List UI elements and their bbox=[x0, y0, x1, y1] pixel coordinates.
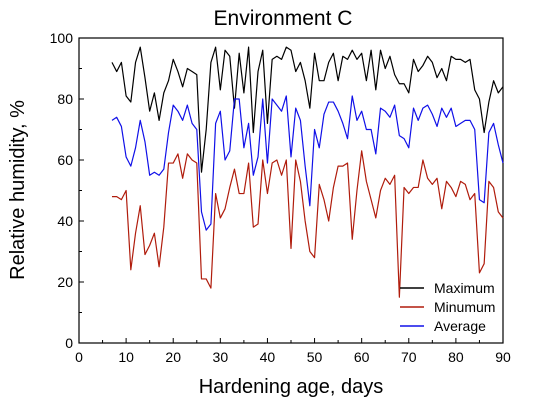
x-tick-label: 70 bbox=[401, 349, 417, 365]
x-tick-label: 10 bbox=[118, 349, 134, 365]
x-tick-label: 90 bbox=[495, 349, 511, 365]
series-line-maximum bbox=[111, 46, 504, 173]
x-tick-label: 0 bbox=[75, 349, 83, 365]
x-axis: 0 10 20 30 40 50 60 70 80 90 bbox=[75, 338, 511, 365]
x-tick-label: 60 bbox=[354, 349, 370, 365]
x-tick-label: 50 bbox=[307, 349, 323, 365]
legend-label-minumum: Minumum bbox=[434, 299, 495, 315]
series-line-minumum bbox=[111, 150, 504, 298]
y-axis: 0 20 40 60 80 100 bbox=[50, 30, 84, 351]
legend-label-maximum: Maximum bbox=[434, 280, 495, 296]
y-tick-label: 20 bbox=[57, 274, 73, 290]
y-axis-title: Relative humidity, % bbox=[7, 100, 29, 280]
y-tick-label: 40 bbox=[57, 213, 73, 229]
chart-title: Environment C bbox=[214, 7, 353, 30]
x-tick-label: 20 bbox=[165, 349, 181, 365]
y-tick-label: 60 bbox=[57, 152, 73, 168]
series-layer bbox=[111, 46, 504, 298]
y-tick-label: 80 bbox=[57, 91, 73, 107]
series-line-average bbox=[111, 95, 504, 231]
legend: Maximum Minumum Average bbox=[400, 280, 495, 334]
legend-label-average: Average bbox=[434, 318, 486, 334]
x-tick-label: 80 bbox=[448, 349, 464, 365]
x-axis-title: Hardening age, days bbox=[199, 376, 384, 398]
y-tick-label: 0 bbox=[65, 335, 73, 351]
y-tick-label: 100 bbox=[50, 30, 74, 46]
x-tick-label: 30 bbox=[213, 349, 229, 365]
x-tick-label: 40 bbox=[260, 349, 276, 365]
